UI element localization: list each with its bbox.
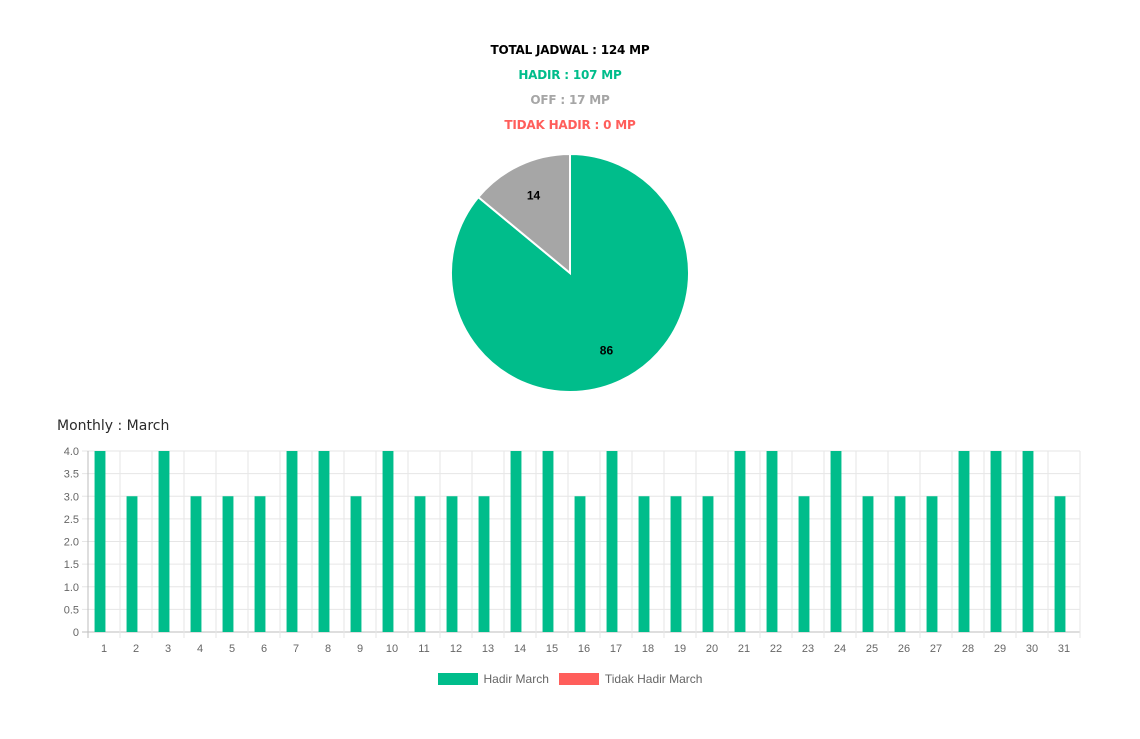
bar-hadir[interactable]: [958, 451, 970, 632]
y-tick-label: 1.0: [64, 582, 79, 594]
bar-hadir[interactable]: [350, 496, 362, 632]
legend-swatch: [558, 673, 599, 685]
bar-hadir[interactable]: [94, 451, 106, 632]
x-tick-label: 8: [325, 643, 331, 655]
pie-data-label: 86: [600, 344, 614, 358]
x-tick-label: 26: [898, 643, 910, 655]
y-tick-label: 3.0: [64, 491, 79, 503]
bar-hadir[interactable]: [478, 496, 490, 632]
x-tick-label: 18: [642, 643, 654, 655]
monthly-chart-title: Monthly : March: [57, 418, 170, 434]
bar-hadir[interactable]: [798, 496, 810, 632]
x-tick-label: 14: [514, 643, 526, 655]
pie-slice-off[interactable]: [476, 152, 571, 276]
bar-hadir[interactable]: [574, 496, 586, 632]
x-tick-label: 2: [133, 643, 139, 655]
x-tick-label: 29: [994, 643, 1006, 655]
legend-label: Tidak Hadir March: [604, 672, 703, 686]
x-tick-label: 23: [802, 643, 814, 655]
attendance-summary: TOTAL JADWAL : 124 MP HADIR : 107 MP OFF…: [0, 38, 1140, 138]
bar-hadir[interactable]: [414, 496, 426, 632]
x-tick-label: 9: [357, 643, 363, 655]
total-schedule-text: TOTAL JADWAL : 124 MP: [490, 43, 650, 57]
x-tick-label: 4: [197, 643, 203, 655]
bar-hadir[interactable]: [510, 451, 522, 632]
bar-hadir[interactable]: [734, 451, 746, 632]
x-tick-label: 20: [706, 643, 718, 655]
x-tick-label: 27: [930, 643, 942, 655]
bar-hadir[interactable]: [222, 496, 234, 632]
present-count-text: HADIR : 107 MP: [518, 68, 622, 82]
chart-legend: Hadir March Tidak Hadir March: [0, 670, 1140, 688]
bar-hadir[interactable]: [702, 496, 714, 632]
attendance-pie-chart: 86 14: [450, 152, 690, 393]
y-tick-label: 0: [73, 627, 79, 639]
bar-hadir[interactable]: [286, 451, 298, 632]
bar-hadir[interactable]: [318, 451, 330, 632]
bar-hadir[interactable]: [1022, 451, 1034, 632]
x-tick-label: 13: [482, 643, 494, 655]
bar-hadir[interactable]: [990, 451, 1002, 632]
bar-hadir[interactable]: [382, 451, 394, 632]
bar-hadir[interactable]: [1054, 496, 1066, 632]
off-count-text: OFF : 17 MP: [530, 93, 610, 107]
x-tick-label: 5: [229, 643, 235, 655]
x-tick-label: 16: [578, 643, 590, 655]
x-tick-label: 31: [1058, 643, 1070, 655]
absent-count-text: TIDAK HADIR : 0 MP: [504, 118, 636, 132]
x-tick-label: 11: [418, 643, 429, 655]
x-tick-label: 22: [770, 643, 782, 655]
x-tick-label: 1: [101, 643, 107, 655]
x-tick-label: 6: [261, 643, 267, 655]
x-tick-label: 25: [866, 643, 878, 655]
x-tick-label: 19: [674, 643, 686, 655]
legend-label: Hadir March: [483, 672, 549, 686]
x-tick-label: 10: [386, 643, 398, 655]
bar-hadir[interactable]: [894, 496, 906, 632]
y-tick-label: 4.0: [64, 446, 79, 458]
bar-hadir[interactable]: [766, 451, 778, 632]
bar-hadir[interactable]: [926, 496, 938, 632]
x-tick-label: 12: [450, 643, 462, 655]
x-tick-label: 28: [962, 643, 974, 655]
legend-item-tidak-hadir-march[interactable]: Tidak Hadir March: [558, 672, 703, 686]
bar-hadir[interactable]: [446, 496, 458, 632]
y-tick-label: 1.5: [64, 559, 79, 571]
x-tick-label: 24: [834, 643, 846, 655]
bar-hadir[interactable]: [862, 496, 874, 632]
bar-hadir[interactable]: [254, 496, 266, 632]
y-tick-label: 2.0: [64, 537, 79, 549]
bar-hadir[interactable]: [126, 496, 138, 632]
legend-item-hadir-march[interactable]: Hadir March: [437, 672, 549, 686]
bar-hadir[interactable]: [830, 451, 842, 632]
bar-hadir[interactable]: [158, 451, 170, 632]
x-tick-label: 17: [610, 643, 622, 655]
x-tick-label: 30: [1026, 643, 1038, 655]
bar-hadir[interactable]: [638, 496, 650, 632]
y-tick-label: 2.5: [64, 514, 79, 526]
x-tick-label: 21: [738, 643, 750, 655]
bar-hadir[interactable]: [606, 451, 618, 632]
monthly-bar-chart: 00.51.01.52.02.53.03.54.01 2 3 4 5 6 7 8 9 10 11 12…: [64, 446, 1081, 655]
bar-hadir[interactable]: [190, 496, 202, 632]
x-tick-label: 3: [165, 643, 171, 655]
bar-hadir[interactable]: [542, 451, 554, 632]
y-tick-label: 3.5: [64, 469, 79, 481]
legend-swatch: [437, 673, 478, 685]
pie-data-label: 14: [527, 188, 541, 202]
x-tick-label: 15: [546, 643, 558, 655]
y-tick-label: 0.5: [64, 604, 79, 616]
x-tick-label: 7: [293, 643, 299, 655]
bar-hadir[interactable]: [670, 496, 682, 632]
